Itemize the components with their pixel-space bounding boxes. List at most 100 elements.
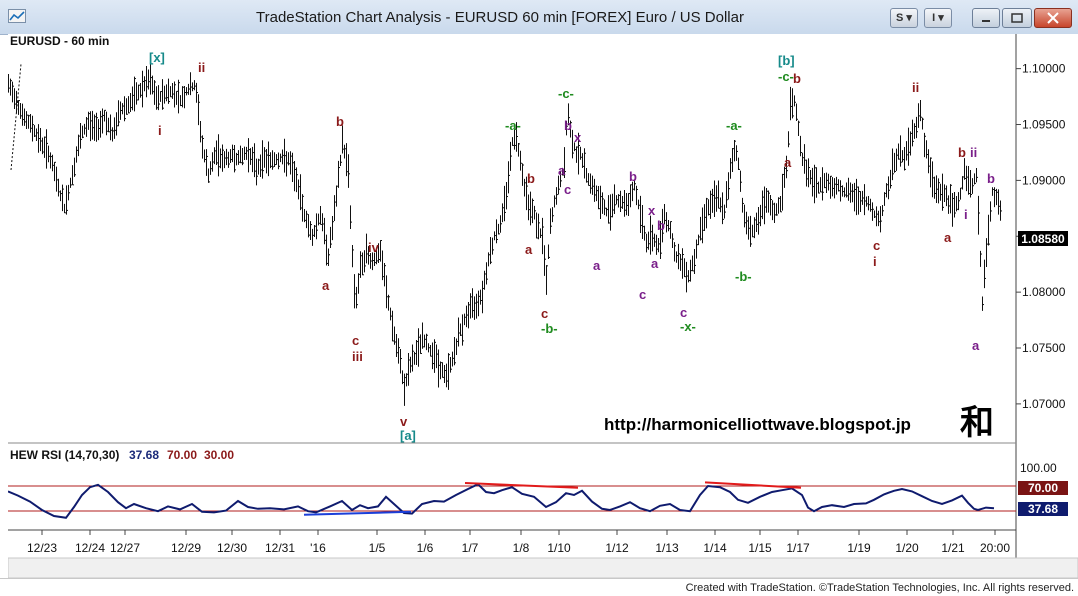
price-bar — [978, 195, 980, 235]
price-bar — [340, 154, 342, 167]
i-dropdown-button[interactable]: I ▾ — [924, 8, 952, 28]
price-bar — [382, 250, 384, 281]
price-bar — [104, 109, 106, 122]
wave-label: a — [944, 230, 952, 245]
price-bar — [108, 117, 110, 133]
price-bar — [124, 96, 126, 122]
price-bar — [210, 161, 212, 175]
time-tick-label: 1/12 — [605, 541, 629, 555]
price-bar — [240, 145, 242, 164]
price-bar — [212, 152, 214, 172]
price-bar — [646, 233, 648, 253]
price-bar — [574, 142, 576, 152]
rsi-divergence-lines — [303, 481, 802, 516]
wave-label: -c- — [778, 69, 794, 84]
time-tick-label: 12/27 — [110, 541, 140, 555]
price-bar — [304, 208, 306, 223]
price-bar — [156, 86, 158, 110]
price-bar — [958, 192, 960, 211]
price-bar — [756, 212, 758, 233]
price-bar — [938, 178, 940, 204]
time-tick-label: 1/7 — [462, 541, 479, 555]
s-dropdown-button[interactable]: S ▾ — [890, 8, 918, 28]
price-bar — [204, 149, 206, 163]
price-bar — [866, 196, 868, 207]
price-bar — [708, 199, 710, 216]
maximize-button[interactable] — [1002, 8, 1032, 28]
tradestation-app-icon — [8, 9, 26, 23]
price-bar — [992, 187, 994, 196]
price-bar — [842, 185, 844, 197]
price-bar — [766, 188, 768, 213]
price-bar — [160, 91, 162, 102]
price-bar — [572, 129, 574, 159]
price-bar — [450, 356, 452, 373]
price-bar — [728, 172, 730, 200]
price-bar — [92, 110, 94, 140]
price-tick-label: 1.07000 — [1022, 397, 1066, 411]
price-bar — [498, 223, 500, 235]
price-bar — [536, 212, 538, 239]
price-bar — [768, 190, 770, 213]
horizontal-scrollbar[interactable] — [7, 557, 1078, 579]
close-button[interactable] — [1034, 8, 1072, 28]
wave-label: -x- — [680, 319, 696, 334]
price-bar — [94, 114, 96, 141]
price-bar — [360, 251, 362, 278]
price-bar — [410, 356, 412, 373]
price-bar — [88, 111, 90, 130]
price-bar — [404, 373, 406, 406]
price-bar — [368, 246, 370, 265]
minimize-button[interactable] — [972, 8, 1000, 28]
price-bar — [804, 144, 806, 174]
time-tick-label: '16 — [310, 541, 326, 555]
wave-label: a — [525, 242, 533, 257]
price-bar — [630, 184, 632, 208]
price-bar — [100, 110, 102, 138]
price-bar — [642, 205, 644, 240]
price-bar — [516, 122, 518, 152]
annotation-kanji: 和 — [960, 404, 994, 442]
price-bar — [784, 166, 786, 188]
price-bar — [798, 120, 800, 137]
price-bar — [690, 259, 692, 282]
time-tick-label: 1/6 — [417, 541, 434, 555]
price-bar — [12, 81, 14, 103]
price-bar — [618, 194, 620, 208]
price-bar — [38, 124, 40, 153]
price-bar — [676, 251, 678, 263]
wave-label: c — [680, 305, 687, 320]
price-bar — [248, 138, 250, 173]
price-bar — [796, 103, 798, 121]
annotation-url: http://harmonicelliottwave.blogspot.jp — [604, 415, 911, 434]
price-bar — [198, 94, 200, 126]
chart-area[interactable]: [x] ii i b a iv c iii v [a] -a-b a c -b- -c-b x a c a b x b a c… — [7, 34, 1078, 579]
price-bar — [228, 151, 230, 168]
price-bar — [800, 135, 802, 157]
price-bar — [974, 173, 976, 185]
symbol-label: EURUSD - 60 min — [10, 34, 109, 48]
price-chart-svg[interactable]: [x]iiibaivciiiv[a]-a-bac-b--c-bxacabxbac… — [7, 34, 1078, 579]
price-bar — [184, 86, 186, 109]
price-bar — [996, 188, 998, 206]
price-bar — [256, 158, 258, 186]
wave-label: i — [873, 254, 877, 269]
price-bar — [818, 181, 820, 194]
price-bar — [520, 150, 522, 171]
price-bar — [214, 147, 216, 165]
price-bar — [578, 132, 580, 175]
price-bar — [426, 333, 428, 351]
price-bar — [906, 141, 908, 161]
price-bar — [826, 172, 828, 194]
price-bar — [454, 336, 456, 366]
price-bar — [430, 345, 432, 357]
price-bar — [972, 178, 974, 194]
price-bar — [468, 302, 470, 329]
price-bar — [322, 213, 324, 232]
price-bar — [216, 140, 218, 165]
price-bar — [758, 207, 760, 235]
price-bar — [898, 143, 900, 160]
last-price-marker: 1.08580 — [1018, 231, 1068, 246]
price-bar — [412, 344, 414, 372]
price-bar — [282, 149, 284, 165]
